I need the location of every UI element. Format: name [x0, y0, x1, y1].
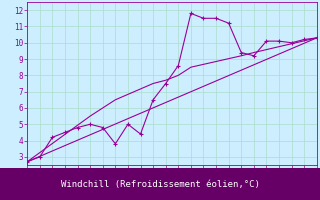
Text: Windchill (Refroidissement éolien,°C): Windchill (Refroidissement éolien,°C)	[60, 180, 260, 188]
